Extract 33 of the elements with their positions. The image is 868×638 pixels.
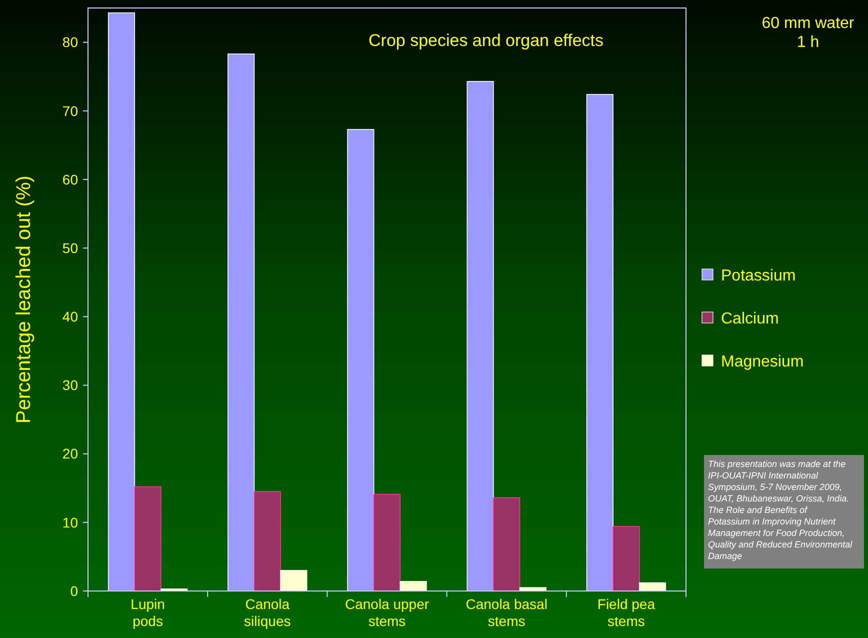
bar	[228, 54, 255, 592]
y-tick-label: 20	[62, 446, 78, 462]
x-tick-label: Canola basal stems	[466, 596, 548, 629]
bar	[586, 94, 614, 592]
text: This presentation was made at the IPI-OUAT-IPNI International Symposium, 5-7 November 2009, OUAT, Bhubaneswar, Orissa, India. The Role and Benefits of Potassium in Improving Nutrient Management for Food Production, Quality and Reduced Environmental Damage	[708, 459, 852, 561]
bar	[108, 12, 136, 592]
bar	[373, 494, 401, 592]
y-tick-label: 0	[70, 582, 78, 599]
y-axis-title: Percentage leached out (%)	[13, 176, 35, 424]
x-tick-label: Lupin pods	[130, 596, 165, 629]
text: 60 mm water 1 h	[762, 15, 855, 51]
y-tick-label: 30	[62, 377, 78, 394]
bar	[134, 486, 162, 592]
y-tick-label: 50	[62, 240, 78, 256]
bar	[280, 570, 308, 592]
legend-label: Magnesium	[721, 354, 804, 371]
y-tick-label: 10	[62, 514, 78, 530]
bar	[254, 491, 281, 592]
y-tick-label: 80	[62, 34, 78, 50]
bar	[612, 526, 640, 592]
bar	[493, 497, 520, 592]
bar	[466, 80, 494, 592]
bar	[400, 581, 427, 592]
x-tick-label: Canola siliques	[244, 596, 291, 629]
legend-label: Calcium	[721, 310, 779, 328]
x-tick-label: Field pea stems	[597, 596, 656, 629]
y-tick-label: 40	[62, 308, 78, 325]
y-tick-label: 60	[62, 171, 78, 188]
bar	[347, 129, 374, 592]
text: Crop species and organ effects	[368, 31, 604, 50]
y-tick-label: 70	[62, 102, 78, 119]
legend-label: Potassium	[721, 268, 796, 285]
x-tick-label: Canola upper stems	[344, 596, 430, 629]
